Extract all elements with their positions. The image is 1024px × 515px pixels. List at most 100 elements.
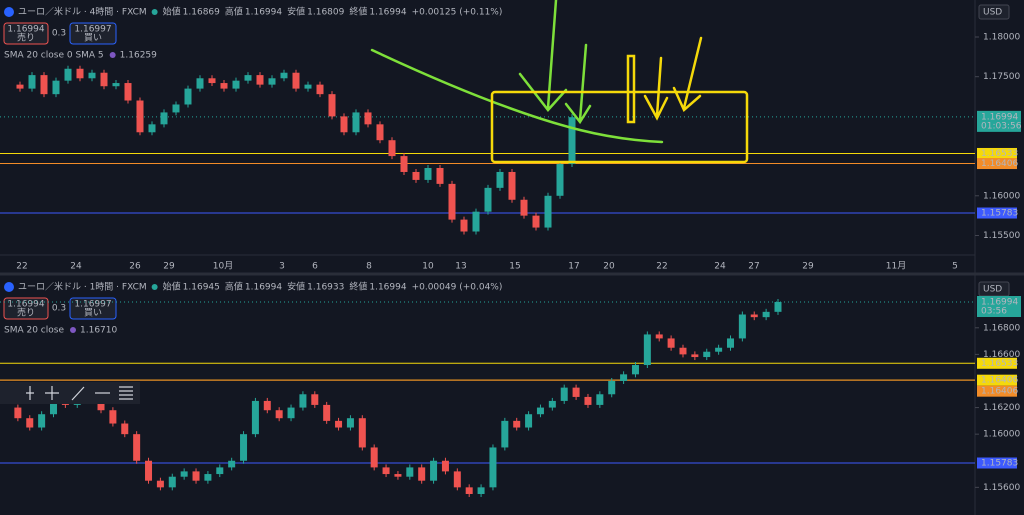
candle — [268, 78, 276, 85]
candle — [460, 219, 468, 232]
price-tick-label: 1.16000 — [983, 430, 1020, 440]
price-tick-label: 1.17500 — [983, 72, 1020, 82]
candle — [484, 187, 492, 212]
symbol-icon — [4, 7, 14, 17]
price-tick-label: 1.16200 — [983, 403, 1020, 413]
spread: 0.3 — [52, 29, 66, 39]
buy-label: 買い — [84, 33, 102, 44]
sell-button[interactable] — [3, 22, 49, 45]
ohlc-label: 高値 — [225, 6, 243, 18]
date-label: 20 — [603, 262, 615, 272]
candle — [572, 387, 580, 397]
ohlc-value: 1.16809 — [307, 8, 344, 18]
candle — [136, 100, 144, 133]
price-tick-label: 1.16600 — [983, 350, 1020, 360]
tool-icon[interactable] — [71, 386, 85, 401]
ohlc-value: 1.16994 — [369, 283, 406, 293]
candle — [168, 476, 176, 488]
candle — [340, 116, 348, 133]
level-tag — [977, 207, 1017, 219]
candle — [762, 311, 770, 318]
ohlc-label: 始値 — [163, 281, 181, 293]
price-tick-label: 1.16800 — [983, 323, 1020, 333]
level-tag-label: 1.15783 — [981, 459, 1018, 469]
candle — [477, 487, 485, 494]
candle — [216, 467, 224, 475]
level-tag — [977, 147, 1017, 159]
candle — [316, 84, 324, 95]
candle — [679, 347, 687, 355]
candle — [240, 434, 248, 461]
date-label: 8 — [366, 262, 372, 272]
date-label: 13 — [455, 262, 466, 272]
date-label: 5 — [952, 262, 958, 272]
date-label: 24 — [714, 262, 726, 272]
candle — [536, 407, 544, 415]
price-tick-label: 1.15500 — [983, 231, 1020, 241]
buy-button[interactable] — [69, 297, 117, 320]
candle — [643, 334, 651, 366]
candle — [204, 474, 212, 481]
candle — [608, 380, 616, 395]
candle — [88, 72, 96, 79]
candle — [280, 72, 288, 79]
sell-price: 1.16994 — [7, 25, 44, 35]
drawn-arrow — [672, 36, 703, 113]
candle — [346, 418, 354, 428]
currency: USD — [983, 285, 1002, 295]
tool-icon[interactable] — [45, 386, 59, 400]
change: +0.00125 (+0.11%) — [412, 8, 503, 18]
buy-button[interactable] — [69, 22, 117, 45]
date-label: 6 — [312, 262, 318, 272]
candle — [38, 414, 46, 428]
drawn-arrow — [564, 43, 592, 125]
drawing-toolbar — [0, 382, 140, 404]
toolbar-bg — [0, 382, 140, 404]
candle — [16, 84, 24, 89]
candle — [750, 314, 758, 318]
candle — [532, 215, 540, 228]
ohlc-value: 1.16994 — [245, 8, 282, 18]
tool-icon[interactable] — [119, 386, 133, 400]
candle — [667, 338, 675, 348]
candle — [400, 156, 408, 172]
candle — [133, 434, 141, 461]
indicator-name: SMA 20 close 0 SMA 5 — [4, 51, 104, 61]
candle — [124, 83, 132, 101]
level-tag — [977, 385, 1017, 397]
candle — [263, 400, 271, 411]
candle — [376, 124, 384, 141]
candle — [472, 211, 480, 232]
candle — [774, 301, 782, 312]
date-label: 29 — [802, 262, 814, 272]
candle — [100, 72, 108, 87]
candle — [256, 75, 264, 85]
ohlc-label: 安値 — [287, 281, 305, 293]
candle — [715, 347, 723, 352]
candle — [328, 94, 336, 117]
candle — [251, 400, 259, 435]
candle — [544, 195, 552, 228]
sell-button[interactable] — [3, 297, 49, 320]
date-label: 17 — [568, 262, 579, 272]
candle — [184, 88, 192, 105]
level-tag — [977, 457, 1017, 469]
buy-price: 1.16997 — [74, 25, 111, 35]
currency: USD — [983, 8, 1002, 18]
candle — [352, 112, 360, 133]
candle — [172, 104, 180, 113]
candle — [64, 68, 72, 81]
ohlc-label: 始値 — [163, 6, 181, 18]
change: +0.00049 (+0.04%) — [412, 283, 503, 293]
tool-icon[interactable] — [26, 386, 34, 400]
candle — [121, 423, 129, 435]
buy-price: 1.16997 — [74, 300, 111, 310]
candle — [556, 164, 564, 196]
ohlc-value: 1.16933 — [307, 283, 344, 293]
currency-box[interactable] — [978, 4, 1010, 20]
candle — [448, 183, 456, 220]
level-tag — [977, 374, 1017, 386]
candle — [180, 471, 188, 477]
indicator-dot — [109, 52, 116, 58]
